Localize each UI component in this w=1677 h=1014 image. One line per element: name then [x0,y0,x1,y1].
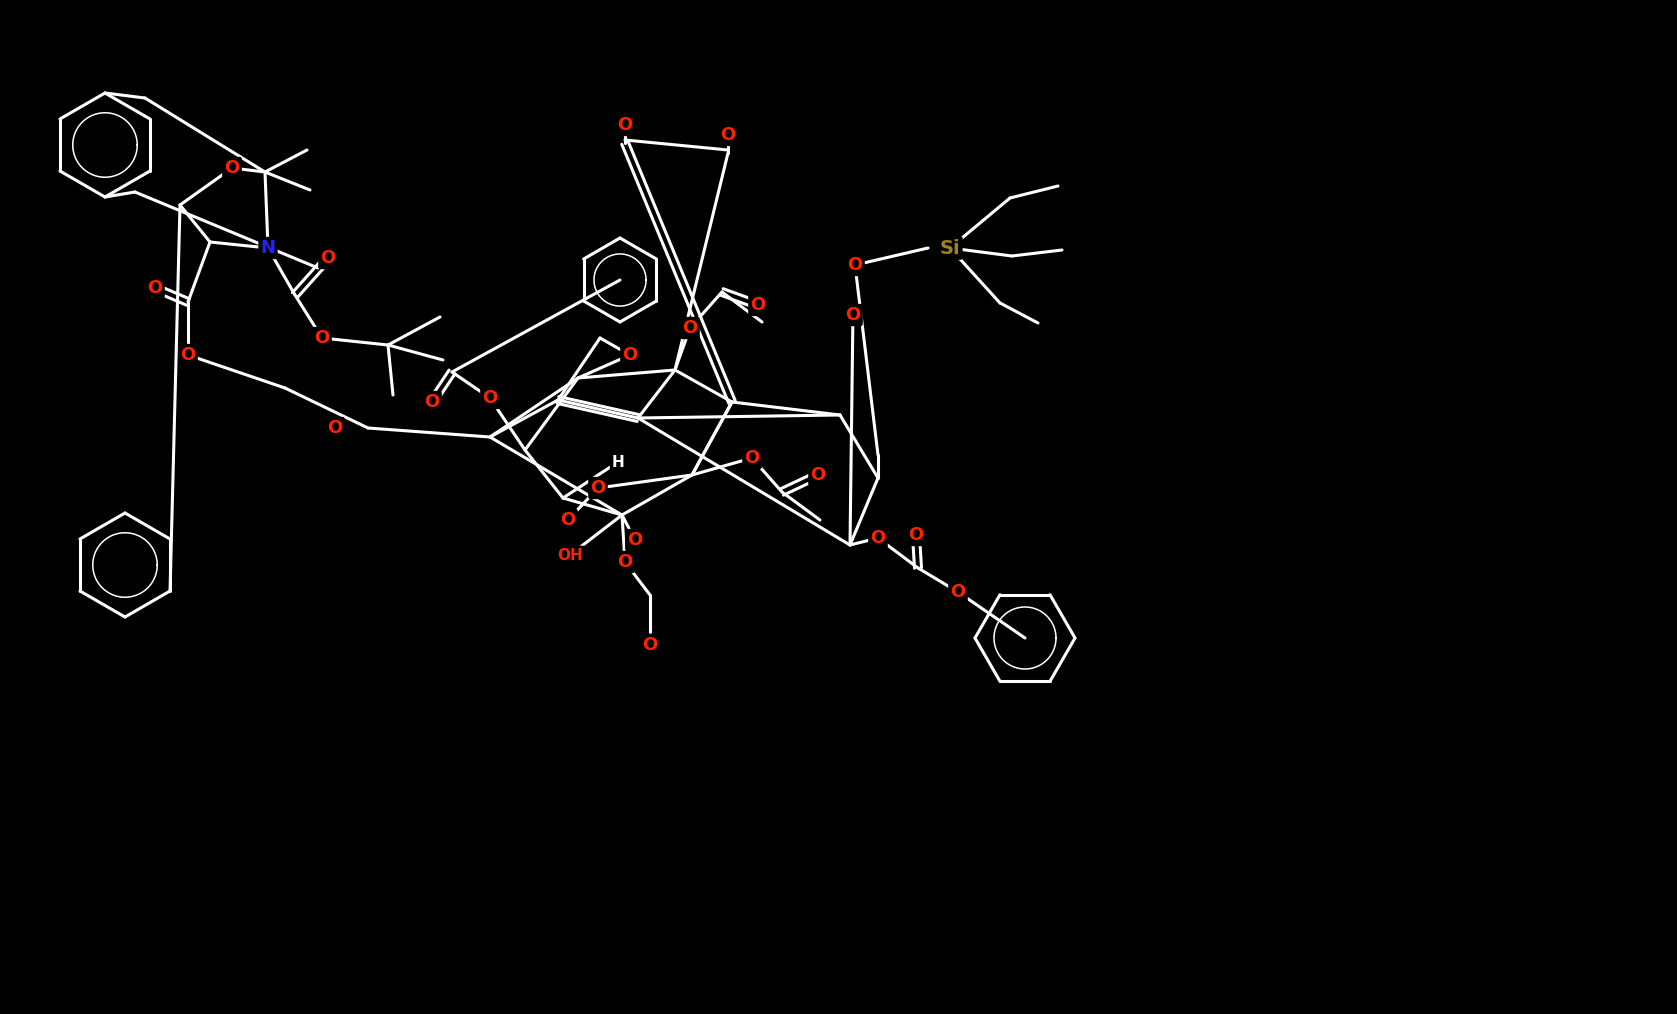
Text: O: O [320,249,335,267]
Text: O: O [181,346,196,364]
Text: O: O [845,306,860,324]
Text: O: O [627,531,642,549]
Text: O: O [622,346,637,364]
Text: O: O [847,256,862,274]
Text: O: O [642,636,657,654]
Text: O: O [683,319,698,337]
Text: O: O [951,583,966,601]
Text: O: O [148,279,163,297]
Text: O: O [327,419,342,437]
Text: O: O [745,449,760,467]
Text: O: O [617,553,632,571]
Text: O: O [870,529,885,547]
Text: OH: OH [557,548,584,563]
Text: O: O [721,126,736,144]
Text: O: O [314,329,330,347]
Text: O: O [590,479,605,497]
Text: O: O [225,159,240,177]
Text: O: O [810,466,825,484]
Text: N: N [260,239,275,257]
Text: O: O [424,393,439,411]
Text: O: O [560,511,575,529]
Text: O: O [483,389,498,407]
Text: O: O [909,526,924,544]
Text: H: H [612,454,624,469]
Text: O: O [750,296,766,314]
Text: O: O [617,116,632,134]
Text: Si: Si [939,238,961,258]
